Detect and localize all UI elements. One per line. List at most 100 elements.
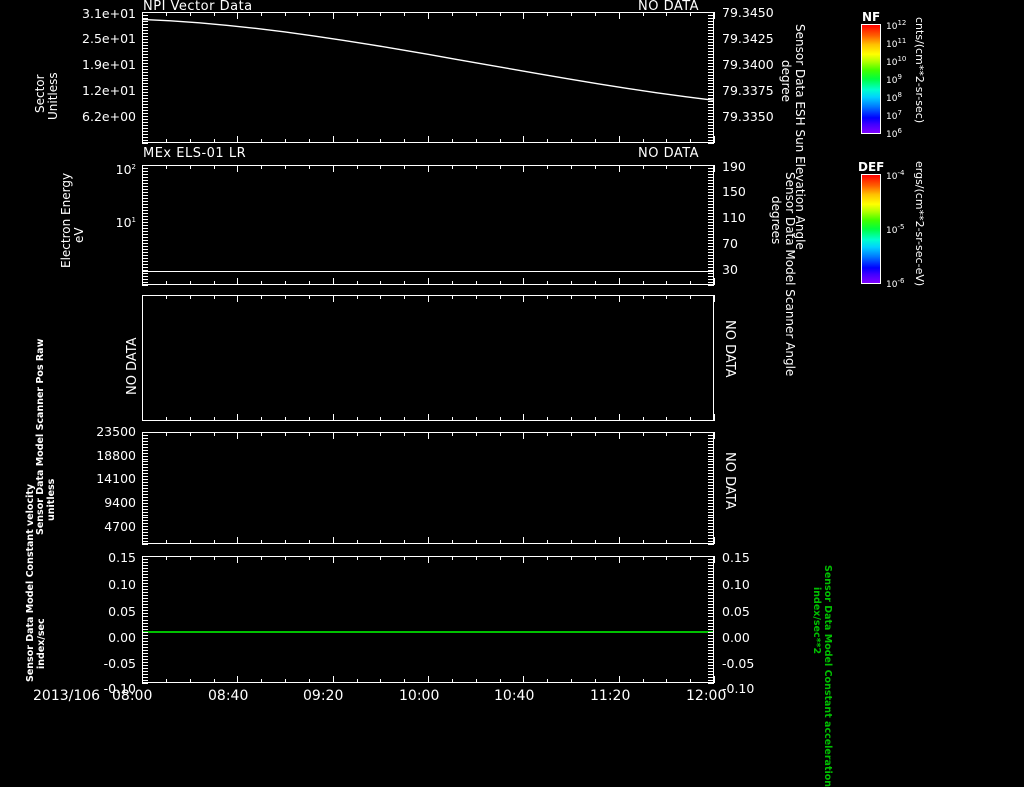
axis-tick [708, 86, 714, 88]
nf-colorbar-tick-2: 108 [886, 91, 902, 104]
axis-tick [332, 432, 334, 439]
axis-tick [308, 432, 310, 436]
axis-tick [261, 295, 263, 299]
axis-tick [142, 622, 148, 624]
axis-tick [708, 92, 714, 94]
axis-tick [666, 679, 668, 683]
axis-tick [404, 679, 406, 683]
axis-tick [189, 417, 191, 421]
axis-tick [708, 59, 714, 61]
axis-tick [142, 189, 148, 190]
axis-tick [142, 670, 148, 672]
axis-tick [142, 20, 148, 22]
axis-tick [142, 122, 148, 124]
axis-tick [708, 131, 714, 133]
axis-tick [142, 110, 148, 112]
axis-tick [142, 231, 148, 232]
axis-tick [142, 676, 148, 678]
panel-1-plot-area [142, 12, 714, 143]
axis-tick [308, 556, 310, 560]
axis-tick [499, 417, 501, 421]
axis-tick [708, 607, 714, 609]
axis-tick [142, 461, 148, 463]
axis-tick [451, 281, 453, 285]
axis-tick [356, 540, 358, 544]
panel-2-left-tick-0-exp: 1 [131, 215, 136, 224]
axis-tick [618, 556, 620, 563]
axis-tick [571, 556, 572, 560]
axis-tick [708, 107, 714, 109]
axis-tick [142, 508, 148, 510]
axis-tick [499, 556, 501, 560]
axis-tick [666, 540, 668, 544]
panel-2-right-axis-label: Sensor Data Model Scanner Angle [783, 172, 797, 377]
axis-tick [380, 417, 382, 421]
panel-4-right-no-data: NO DATA [722, 452, 737, 510]
axis-tick [708, 267, 714, 268]
axis-tick [618, 136, 620, 143]
axis-tick [708, 559, 714, 561]
axis-tick [547, 556, 549, 560]
axis-tick [237, 676, 239, 683]
axis-tick [594, 165, 596, 169]
axis-tick [690, 281, 692, 285]
axis-tick [451, 139, 453, 143]
axis-tick [142, 604, 148, 606]
axis-tick [213, 281, 215, 285]
axis-tick [708, 583, 714, 585]
axis-tick [708, 482, 714, 484]
axis-tick [285, 432, 286, 436]
panel-4-left-axis-units: unitless [46, 478, 57, 521]
axis-tick [356, 556, 358, 560]
panel-4-left-axis-label: Sensor Data Model Scanner Pos Raw [35, 338, 46, 535]
axis-tick [714, 278, 715, 285]
axis-tick [547, 679, 549, 683]
axis-tick [714, 556, 715, 563]
axis-tick [237, 278, 239, 285]
axis-tick [708, 589, 714, 591]
axis-tick [708, 676, 714, 678]
axis-tick [708, 437, 714, 439]
axis-tick [690, 540, 692, 544]
axis-tick [356, 165, 358, 169]
axis-tick [308, 12, 310, 16]
axis-tick [142, 537, 143, 544]
axis-tick [356, 281, 358, 285]
axis-tick [708, 670, 714, 672]
axis-tick [142, 643, 148, 645]
nf-colorbar-tick-5: 1011 [886, 37, 907, 50]
axis-tick [356, 679, 358, 683]
axis-tick [708, 502, 714, 504]
axis-tick [142, 667, 148, 669]
axis-tick [213, 139, 215, 143]
axis-tick [708, 50, 714, 52]
axis-tick [142, 673, 148, 675]
axis-tick [142, 62, 148, 64]
axis-tick [142, 65, 148, 67]
axis-tick [499, 679, 501, 683]
panel-5-plot-area [142, 556, 714, 683]
axis-tick [714, 295, 715, 302]
axis-tick [708, 213, 714, 214]
axis-tick [142, 282, 148, 283]
axis-tick [475, 295, 477, 299]
axis-tick [332, 676, 334, 683]
axis-tick [237, 537, 239, 544]
time-axis-tick-3: 10:00 [399, 688, 440, 704]
axis-tick [666, 12, 668, 16]
axis-tick [142, 41, 148, 43]
axis-tick [642, 139, 644, 143]
axis-tick [708, 631, 714, 633]
axis-tick [261, 679, 263, 683]
axis-tick [142, 47, 148, 49]
nf-colorbar-title: NF [862, 10, 881, 24]
time-axis-tick-6: 12:00 [686, 688, 727, 704]
axis-tick [142, 637, 148, 639]
nf-colorbar-tick-6: 1012 [886, 19, 907, 32]
panel-4-plot-area [142, 432, 714, 544]
axis-tick [690, 679, 692, 683]
axis-tick [142, 134, 148, 136]
axis-tick [690, 165, 692, 169]
panel-1-left-axis-units: Unitless [46, 72, 60, 120]
axis-tick [142, 249, 148, 250]
